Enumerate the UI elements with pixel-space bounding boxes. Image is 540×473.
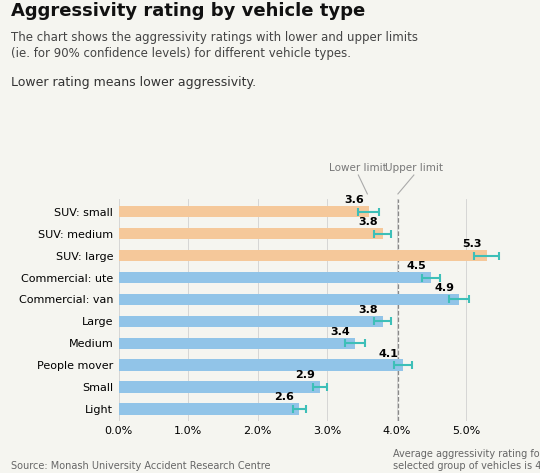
Text: 4.9: 4.9 <box>434 283 454 293</box>
Bar <box>119 250 487 261</box>
Text: 4.5: 4.5 <box>407 261 427 271</box>
Bar <box>119 315 383 327</box>
Text: Source: Monash University Accident Research Centre: Source: Monash University Accident Resea… <box>11 461 271 471</box>
Text: (ie. for 90% confidence levels) for different vehicle types.: (ie. for 90% confidence levels) for diff… <box>11 47 351 60</box>
Text: Lower limit: Lower limit <box>329 163 387 173</box>
Text: Lower rating means lower aggressivity.: Lower rating means lower aggressivity. <box>11 76 256 88</box>
Text: 3.6: 3.6 <box>344 195 364 205</box>
Bar <box>119 338 355 349</box>
Text: 2.6: 2.6 <box>274 392 294 403</box>
Text: 2.9: 2.9 <box>295 370 315 380</box>
Text: 3.8: 3.8 <box>358 217 378 227</box>
Text: 3.8: 3.8 <box>358 305 378 315</box>
Text: 5.3: 5.3 <box>462 239 482 249</box>
Bar <box>119 403 299 415</box>
Bar <box>119 206 369 218</box>
Text: The chart shows the aggressivity ratings with lower and upper limits: The chart shows the aggressivity ratings… <box>11 31 418 44</box>
Bar <box>119 228 383 239</box>
Text: Upper limit: Upper limit <box>385 163 443 173</box>
Bar <box>119 359 403 371</box>
Text: Aggressivity rating by vehicle type: Aggressivity rating by vehicle type <box>11 2 365 20</box>
Bar <box>119 294 459 305</box>
Bar <box>119 381 320 393</box>
Text: 3.4: 3.4 <box>330 327 350 337</box>
Bar <box>119 272 431 283</box>
Text: Average aggressivity rating for the
selected group of vehicles is 4.02%: Average aggressivity rating for the sele… <box>393 449 540 471</box>
Text: 4.1: 4.1 <box>379 349 399 359</box>
